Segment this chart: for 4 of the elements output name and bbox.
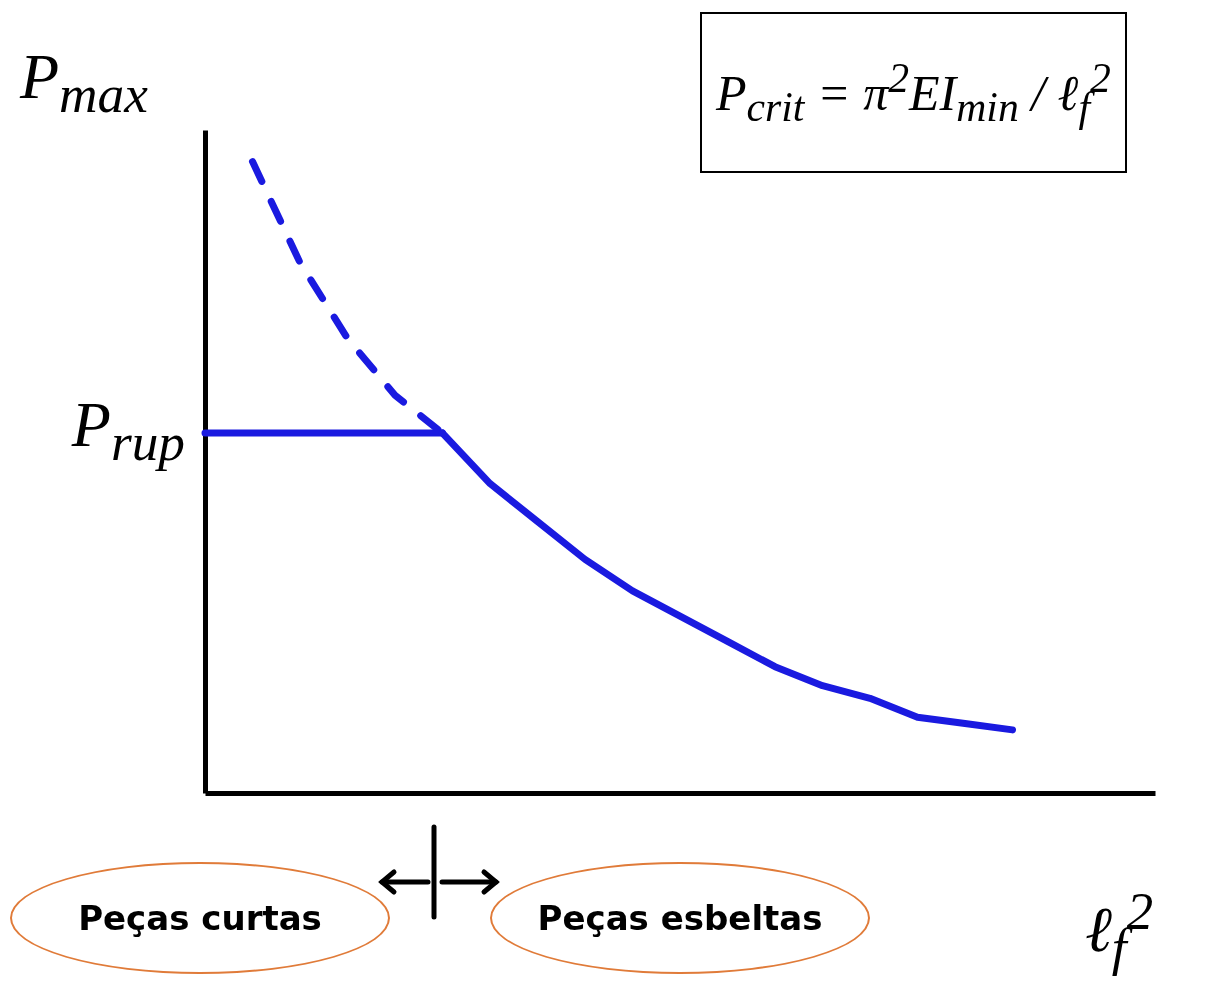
text: Peças esbeltas <box>490 862 870 974</box>
text: P$_{rup}$ <box>71 388 185 473</box>
text: Peças curtas <box>10 862 390 974</box>
y-axis-title: P$_{max}$ <box>20 40 148 125</box>
